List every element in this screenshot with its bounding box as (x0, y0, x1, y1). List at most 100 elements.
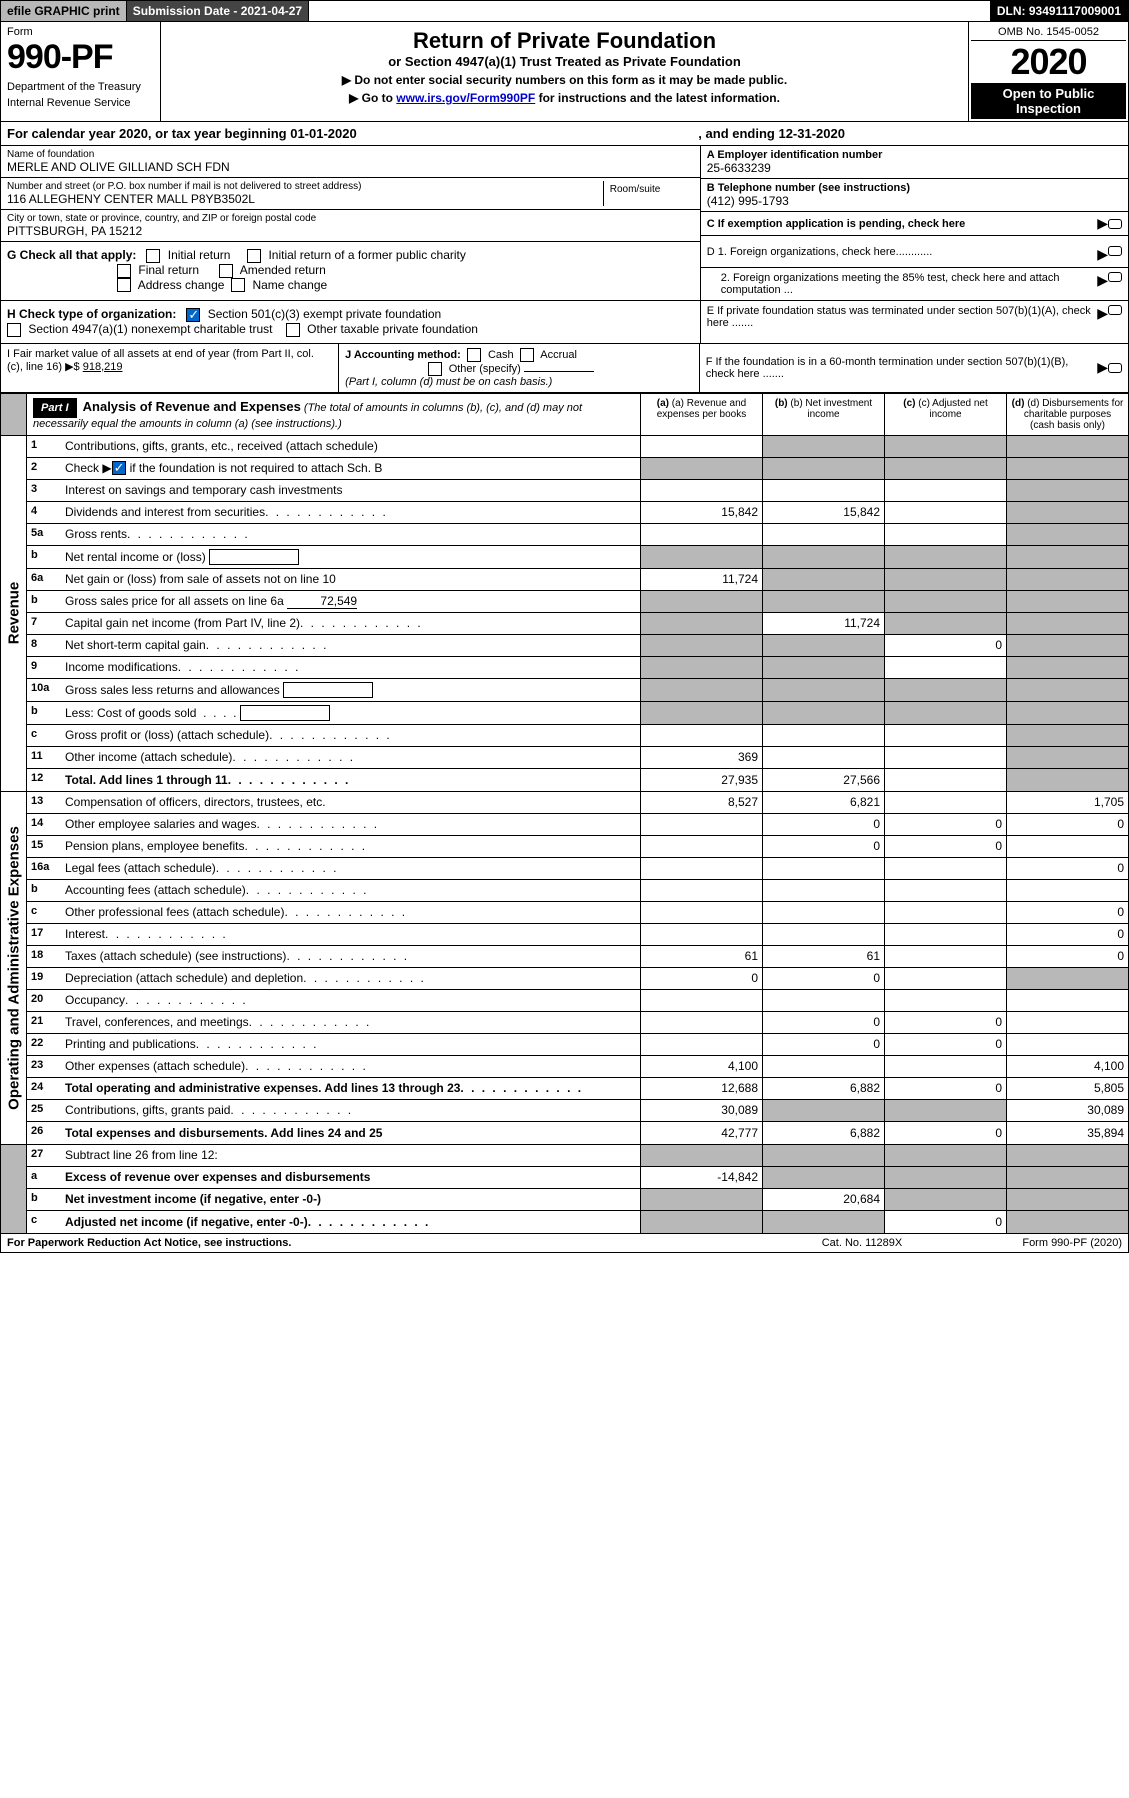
cell-a (640, 524, 762, 545)
opex-side-label: Operating and Administrative Expenses (1, 792, 27, 1144)
row-16a: 16aLegal fees (attach schedule)0 (27, 858, 1128, 880)
dots (256, 817, 379, 831)
col-c-head: (c) (c) Adjusted net income (884, 394, 1006, 435)
dots (308, 1215, 431, 1229)
top-bar: efile GRAPHIC print Submission Date - 20… (0, 0, 1129, 22)
dots (303, 971, 426, 985)
cell-a: 4,100 (640, 1056, 762, 1077)
room-label: Room/suite (610, 184, 688, 195)
h2: Section 4947(a)(1) nonexempt charitable … (28, 322, 272, 336)
row-label: Less: Cost of goods sold . . . . (61, 702, 640, 724)
cell-a (640, 1034, 762, 1055)
arrow-icon: ▶ (1097, 215, 1108, 232)
dots (125, 993, 248, 1007)
cell-a (640, 725, 762, 746)
row-label: Check ▶ if the foundation is not require… (61, 458, 640, 479)
g-final-checkbox[interactable] (117, 264, 131, 278)
cell-d (1006, 546, 1128, 568)
row-label: Total operating and administrative expen… (61, 1078, 640, 1099)
phone-value: (412) 995-1793 (707, 194, 1122, 208)
row-label: Contributions, gifts, grants, etc., rece… (61, 436, 640, 457)
header-left: Form 990-PF Department of the Treasury I… (1, 22, 161, 121)
g-name-checkbox[interactable] (231, 278, 245, 292)
j-accrual-checkbox[interactable] (520, 348, 534, 362)
dots (178, 660, 301, 674)
dln-label: DLN: 93491117009001 (991, 1, 1128, 21)
e-checkbox[interactable] (1108, 305, 1122, 315)
row-label: Income modifications (61, 657, 640, 678)
cell-c (884, 546, 1006, 568)
cell-c (884, 902, 1006, 923)
g-initial-checkbox[interactable] (146, 249, 160, 263)
cell-c (884, 1145, 1006, 1166)
row-label: Total expenses and disbursements. Add li… (61, 1122, 640, 1144)
irs-link[interactable]: www.irs.gov/Form990PF (396, 91, 535, 105)
h2-checkbox[interactable] (7, 323, 21, 337)
r10a-box[interactable] (283, 682, 373, 698)
g-amended: Amended return (240, 263, 326, 277)
h3-checkbox[interactable] (286, 323, 300, 337)
dots (300, 616, 423, 630)
row-27-section: 27Subtract line 26 from line 12: aExcess… (0, 1145, 1129, 1234)
cell-d: 0 (1006, 858, 1128, 879)
j-section: J Accounting method: Cash Accrual Other … (339, 344, 700, 392)
cell-b (762, 436, 884, 457)
ein-row: A Employer identification number 25-6633… (701, 146, 1128, 179)
g-amended-checkbox[interactable] (219, 264, 233, 278)
r10a-text: Gross sales less returns and allowances (65, 683, 280, 697)
row-27: 27Subtract line 26 from line 12: (27, 1145, 1128, 1167)
cell-c: 0 (884, 1122, 1006, 1144)
cell-c (884, 657, 1006, 678)
row-num: 5a (27, 524, 61, 545)
part1-title: Analysis of Revenue and Expenses (83, 399, 301, 414)
row-27-body: 27Subtract line 26 from line 12: aExcess… (27, 1145, 1128, 1233)
d-section: D 1. Foreign organizations, check here..… (700, 242, 1128, 300)
g-address-checkbox[interactable] (117, 278, 131, 292)
header-middle: Return of Private Foundation or Section … (161, 22, 968, 121)
row-22: 22Printing and publications00 (27, 1034, 1128, 1056)
d1-checkbox[interactable] (1108, 246, 1122, 256)
cell-b: 20,684 (762, 1189, 884, 1210)
cell-d (1006, 613, 1128, 634)
e-row: E If private foundation status was termi… (701, 301, 1128, 333)
address-row: Number and street (or P.O. box number if… (1, 178, 700, 210)
cell-d (1006, 1211, 1128, 1233)
cell-a (640, 1145, 762, 1166)
dots (269, 728, 392, 742)
g-initial: Initial return (168, 248, 231, 262)
cell-b (762, 569, 884, 590)
row-4: 4Dividends and interest from securities1… (27, 502, 1128, 524)
phone-row: B Telephone number (see instructions) (4… (701, 179, 1128, 212)
entity-info: Name of foundation MERLE AND OLIVE GILLI… (0, 146, 1129, 242)
submission-date: Submission Date - 2021-04-27 (127, 1, 309, 21)
schb-checkbox[interactable] (112, 461, 126, 475)
i-value: 918,219 (83, 361, 123, 373)
cell-d (1006, 480, 1128, 501)
cell-a (640, 858, 762, 879)
g-initial-former-checkbox[interactable] (247, 249, 261, 263)
r10b-box[interactable] (240, 705, 330, 721)
cell-a (640, 990, 762, 1011)
cell-d: 1,705 (1006, 792, 1128, 813)
h1-checkbox[interactable] (186, 308, 200, 322)
cell-a (640, 702, 762, 724)
row-17: 17Interest0 (27, 924, 1128, 946)
r15-text: Pension plans, employee benefits (65, 839, 244, 853)
r2-post: if the foundation is not required to att… (130, 461, 383, 475)
j-other-input[interactable] (524, 371, 594, 372)
row-label: Travel, conferences, and meetings (61, 1012, 640, 1033)
r5b-box[interactable] (209, 549, 299, 565)
g-label: G Check all that apply: (7, 248, 136, 262)
cell-a: 0 (640, 968, 762, 989)
row-label: Adjusted net income (if negative, enter … (61, 1211, 640, 1233)
row-label: Capital gain net income (from Part IV, l… (61, 613, 640, 634)
cell-c (884, 792, 1006, 813)
cell-a (640, 458, 762, 479)
j-cash-checkbox[interactable] (467, 348, 481, 362)
cell-d (1006, 502, 1128, 523)
d2-checkbox[interactable] (1108, 272, 1122, 282)
c-checkbox[interactable] (1108, 219, 1122, 229)
j-other-checkbox[interactable] (428, 362, 442, 376)
f-checkbox[interactable] (1108, 363, 1122, 373)
row-3: 3Interest on savings and temporary cash … (27, 480, 1128, 502)
